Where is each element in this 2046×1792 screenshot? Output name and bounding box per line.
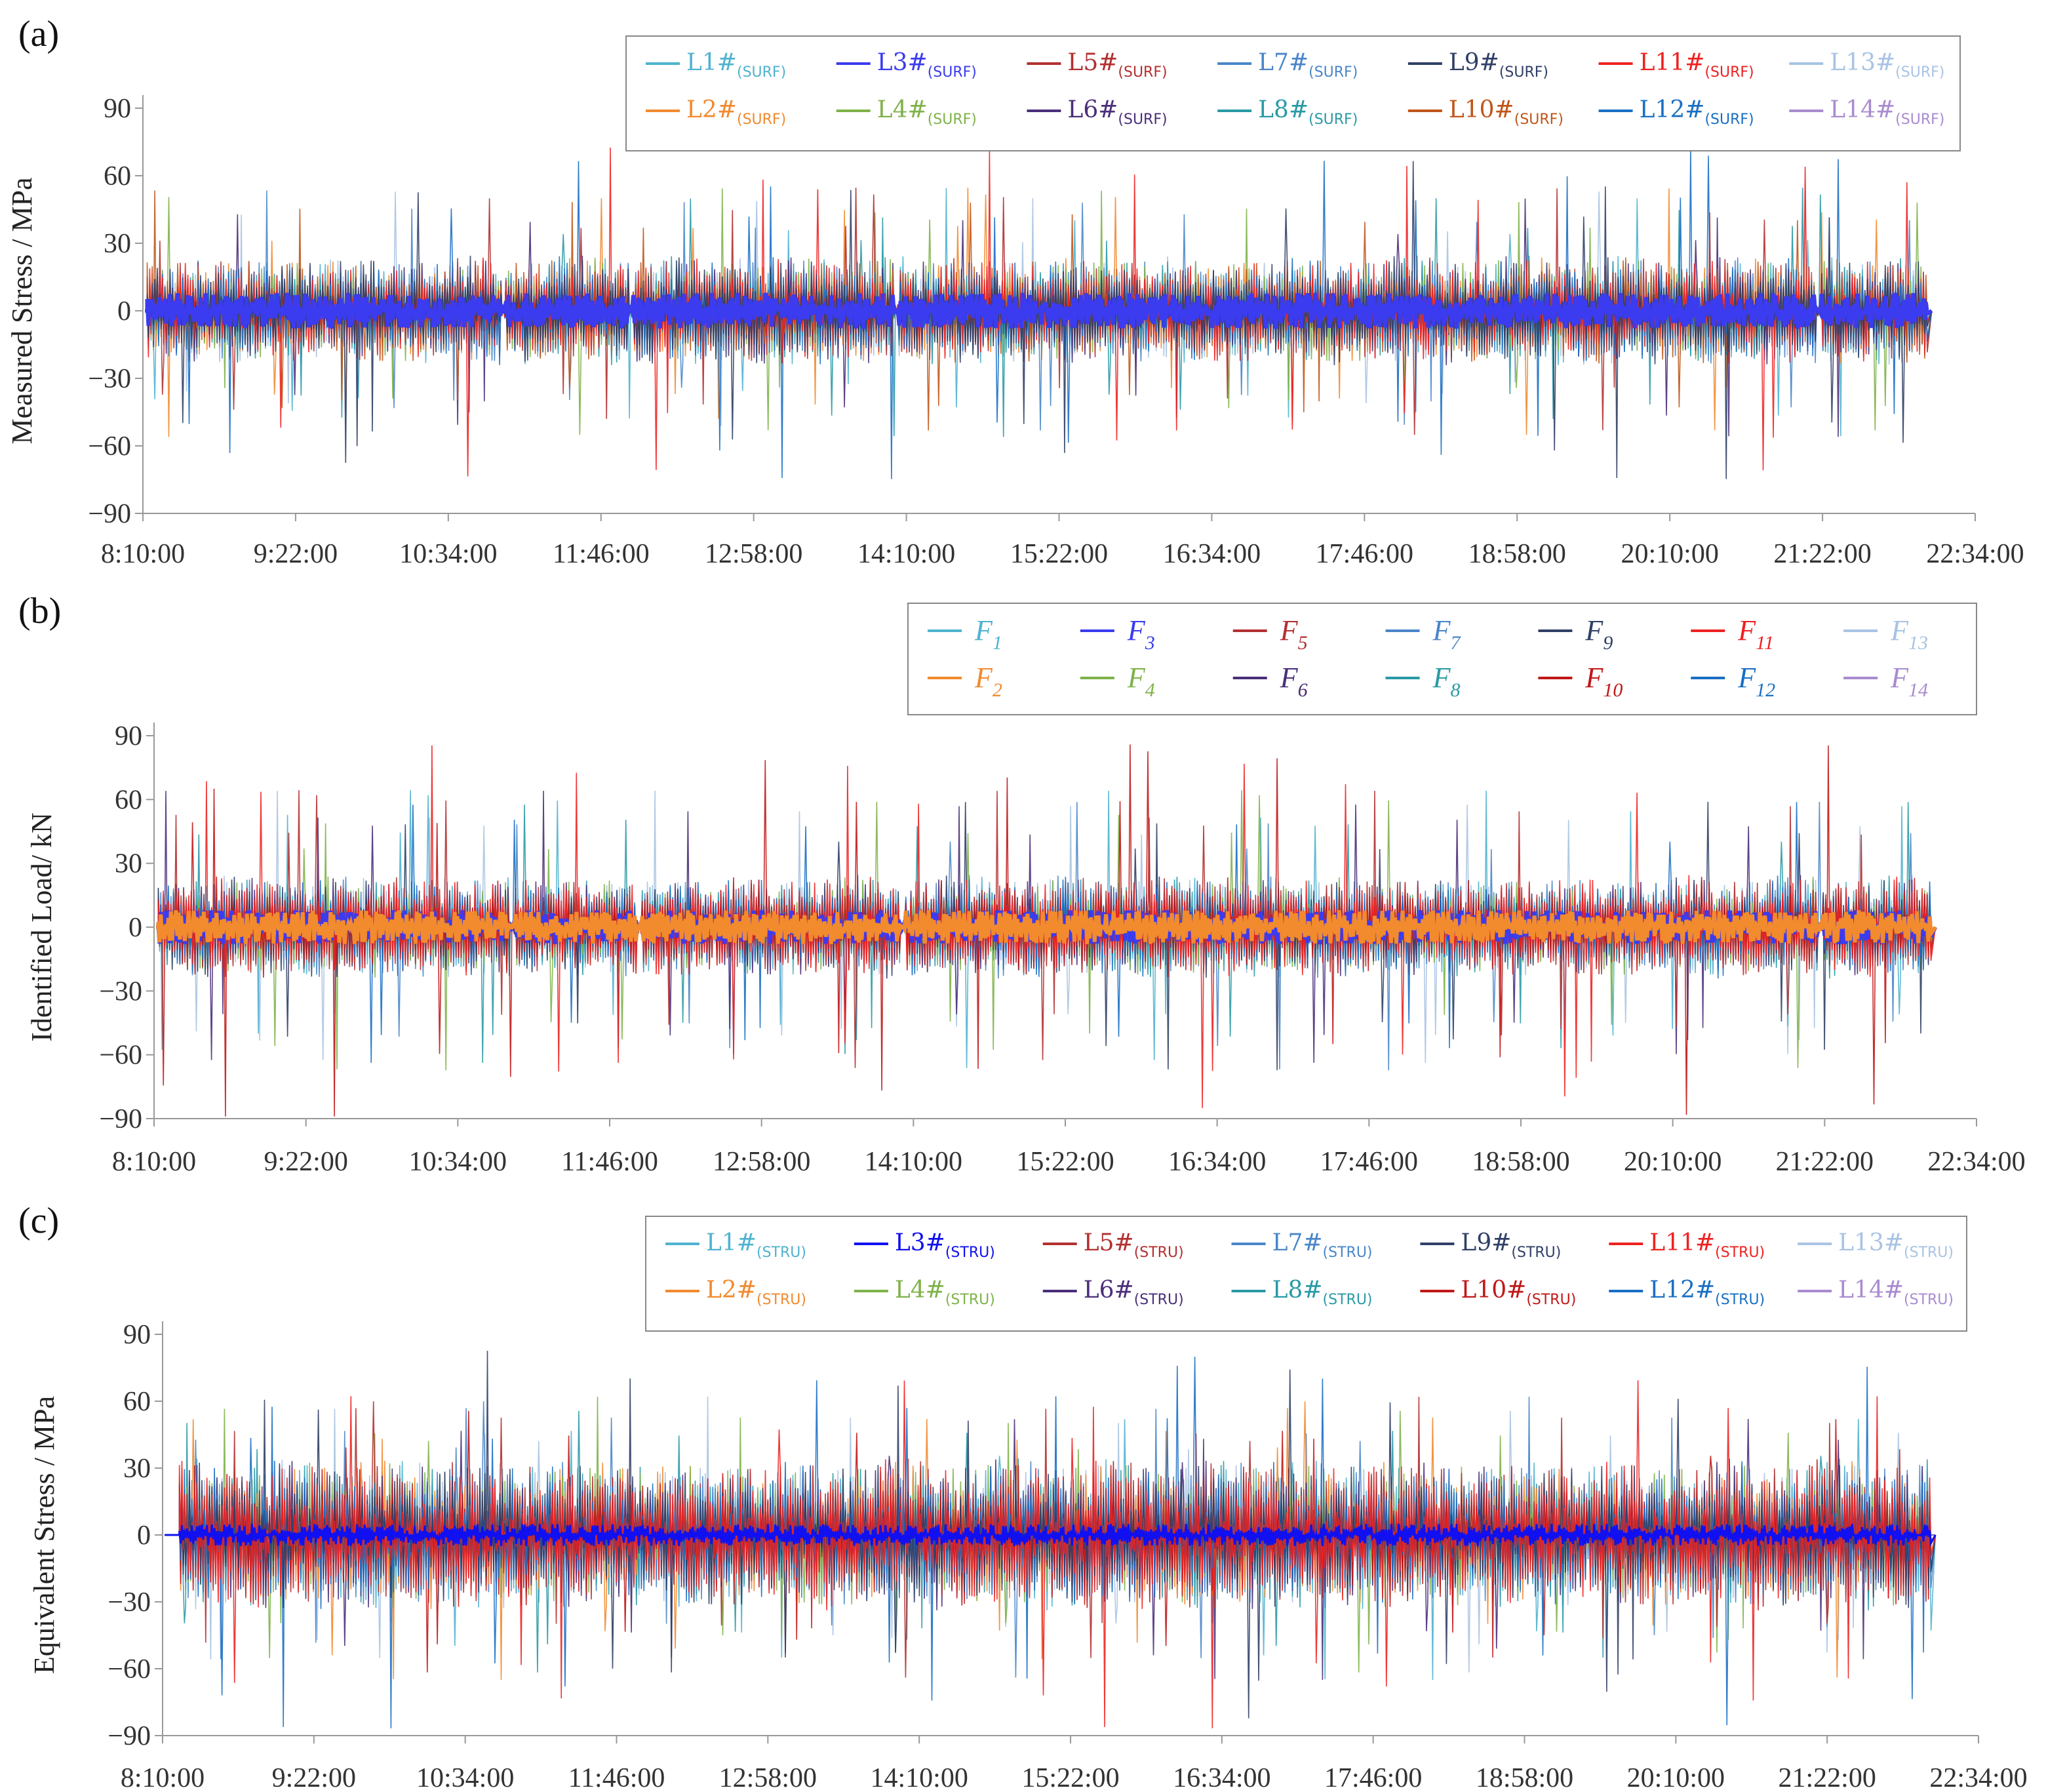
x-tick-label: 11:46:00 — [553, 539, 650, 569]
y-axis-title: Identified Load/ kN — [26, 812, 58, 1041]
x-tick-label: 12:58:00 — [713, 1147, 810, 1177]
chart-panel-2: (c) 90 60 30 0 −30 −60 −90 8:10:00 9:22:00 10:34:0… — [18, 1201, 2028, 1792]
x-tick-label: 10:34:00 — [416, 1763, 514, 1792]
legend-label: L1#(SURF) — [686, 49, 786, 81]
y-tick-label: 0 — [128, 913, 142, 943]
y-tick-label: −30 — [88, 364, 131, 394]
x-tick-label: 14:10:00 — [857, 539, 955, 569]
y-axis-title: Equivalent Stress / MPa — [28, 1396, 60, 1674]
y-tick-label: 30 — [104, 229, 131, 259]
signal-traces — [156, 744, 1938, 1117]
chart-panel-0: (a) 90 60 30 0 −30 −60 −90 8:10:00 9:22:00 10:34:0… — [6, 14, 2024, 569]
x-tick-label: 14:10:00 — [865, 1147, 962, 1177]
x-tick-label: 9:22:00 — [272, 1763, 356, 1792]
y-tick-label: 60 — [123, 1387, 151, 1417]
panel-label: (c) — [18, 1201, 59, 1241]
x-tick-label: 15:22:00 — [1016, 1147, 1114, 1177]
x-tick-label: 18:58:00 — [1472, 1147, 1569, 1177]
x-tick-label: 16:34:00 — [1163, 539, 1261, 569]
y-tick-label: −30 — [108, 1587, 151, 1618]
x-tick-label: 17:46:00 — [1316, 539, 1413, 569]
x-tick-label: 18:58:00 — [1476, 1763, 1573, 1792]
y-tick-label: 0 — [137, 1521, 151, 1551]
y-tick-label: −60 — [99, 1041, 142, 1071]
legend-box — [645, 1216, 1967, 1332]
legend-label: L10#(SURF) — [1449, 96, 1564, 128]
x-tick-label: 15:22:00 — [1010, 539, 1108, 569]
x-tick-label: 21:22:00 — [1778, 1763, 1876, 1792]
legend-box — [625, 35, 1961, 151]
x-tick-label: 15:22:00 — [1021, 1763, 1119, 1792]
legend: L1#(SURF)L2#(SURF)L3#(SURF)L4#(SURF)L5#(… — [625, 35, 1961, 151]
chart-panel-1: (b) 90 60 30 0 −30 −60 −90 8:10:00 9:22:00 10:34:0… — [18, 591, 2026, 1177]
x-tick-label: 14:10:00 — [870, 1763, 968, 1792]
series-line-f11 — [156, 745, 1937, 1108]
x-tick-label: 8:10:00 — [101, 539, 185, 569]
x-tick-label: 16:34:00 — [1173, 1763, 1270, 1792]
legend-label: L1#(STRU) — [706, 1229, 806, 1261]
x-tick-label: 16:34:00 — [1168, 1147, 1266, 1177]
y-tick-label: −60 — [108, 1654, 151, 1684]
x-tick-label: 8:10:00 — [112, 1147, 196, 1177]
panel-label: (b) — [18, 591, 61, 631]
signal-traces — [165, 1351, 1937, 1728]
y-tick-label: 90 — [115, 721, 142, 751]
y-tick-label: −90 — [88, 499, 131, 529]
x-tick-label: 22:34:00 — [1927, 1147, 2025, 1177]
x-tick-label: 22:34:00 — [1926, 539, 2024, 569]
x-tick-label: 18:58:00 — [1468, 539, 1566, 569]
legend-label: L3#(STRU) — [895, 1229, 995, 1261]
y-tick-label: 60 — [104, 161, 131, 191]
y-tick-label: 30 — [123, 1454, 151, 1484]
x-tick-label: 9:22:00 — [254, 539, 338, 569]
x-tick-label: 21:22:00 — [1776, 1147, 1874, 1177]
x-tick-label: 11:46:00 — [561, 1147, 658, 1177]
panel-label: (a) — [18, 14, 59, 54]
x-tick-label: 10:34:00 — [409, 1147, 507, 1177]
signal-traces — [145, 146, 1933, 479]
y-tick-label: 60 — [115, 785, 142, 815]
legend-label: L14#(SURF) — [1830, 96, 1944, 128]
x-tick-label: 11:46:00 — [568, 1763, 665, 1792]
y-tick-label: −90 — [99, 1104, 142, 1134]
x-tick-label: 17:46:00 — [1324, 1763, 1422, 1792]
y-tick-label: 0 — [117, 296, 131, 327]
y-tick-label: 30 — [115, 849, 142, 879]
x-tick-label: 20:10:00 — [1624, 1147, 1721, 1177]
x-tick-label: 8:10:00 — [121, 1763, 205, 1792]
y-tick-label: −90 — [108, 1721, 151, 1751]
x-tick-label: 22:34:00 — [1929, 1763, 2027, 1792]
series-line-l3 — [145, 292, 1933, 329]
legend-label: L7#(SURF) — [1258, 49, 1358, 81]
y-tick-label: −60 — [88, 431, 131, 462]
legend-box — [907, 603, 1977, 715]
series-line-l3 — [165, 1523, 1937, 1547]
series-line-f2 — [156, 910, 1937, 945]
x-tick-label: 12:58:00 — [705, 539, 802, 569]
x-tick-label: 20:10:00 — [1627, 1763, 1725, 1792]
y-tick-label: −30 — [99, 976, 142, 1006]
y-tick-label: 90 — [123, 1320, 151, 1350]
legend: L1#(STRU)L2#(STRU)L3#(STRU)L4#(STRU)L5#(… — [645, 1216, 1967, 1332]
legend-label: L5#(STRU) — [1084, 1229, 1184, 1261]
x-tick-label: 21:22:00 — [1773, 539, 1871, 569]
x-tick-label: 20:10:00 — [1621, 539, 1718, 569]
y-tick-label: 90 — [104, 94, 131, 124]
x-tick-label: 12:58:00 — [719, 1763, 817, 1792]
x-tick-label: 9:22:00 — [264, 1147, 347, 1177]
legend-label: L5#(SURF) — [1067, 49, 1167, 81]
x-tick-label: 10:34:00 — [399, 539, 497, 569]
y-axis-title: Measured Stress / MPa — [6, 178, 38, 445]
x-tick-label: 17:46:00 — [1320, 1147, 1418, 1177]
legend-label: L6#(SURF) — [1067, 96, 1167, 128]
